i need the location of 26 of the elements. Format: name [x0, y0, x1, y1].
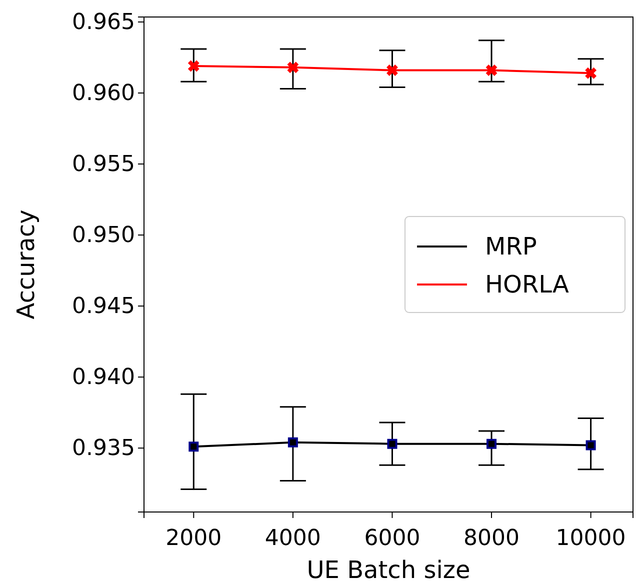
point [187, 60, 200, 72]
y-tick-label: 0.965 [72, 10, 135, 36]
y-tick-label: 0.960 [72, 81, 135, 106]
point [386, 64, 399, 77]
x-tick-label: 4000 [264, 526, 321, 552]
y-tick-label: 0.940 [72, 365, 135, 390]
y-tick-label: 0.945 [72, 294, 135, 320]
y-tick-label: 0.955 [72, 152, 135, 178]
point [188, 442, 199, 452]
point [485, 64, 498, 77]
point [584, 66, 598, 80]
legend-label: HORLA [485, 270, 570, 298]
point [288, 437, 298, 448]
x-tick-label: 8000 [464, 526, 520, 552]
y-tick-label: 0.935 [72, 436, 135, 462]
x-axis-title: UE Batch size [306, 556, 470, 584]
legend-label: MRP [485, 232, 537, 260]
y-tick-label: 0.950 [72, 223, 135, 248]
y-axis-title: Accuracy [12, 210, 40, 320]
point [387, 438, 398, 449]
point [586, 440, 596, 450]
x-tick-label: 6000 [364, 526, 420, 552]
x-tick-label: 2000 [166, 526, 222, 552]
point [286, 61, 300, 74]
x-tick-label: 10000 [556, 526, 626, 552]
point [486, 438, 497, 449]
